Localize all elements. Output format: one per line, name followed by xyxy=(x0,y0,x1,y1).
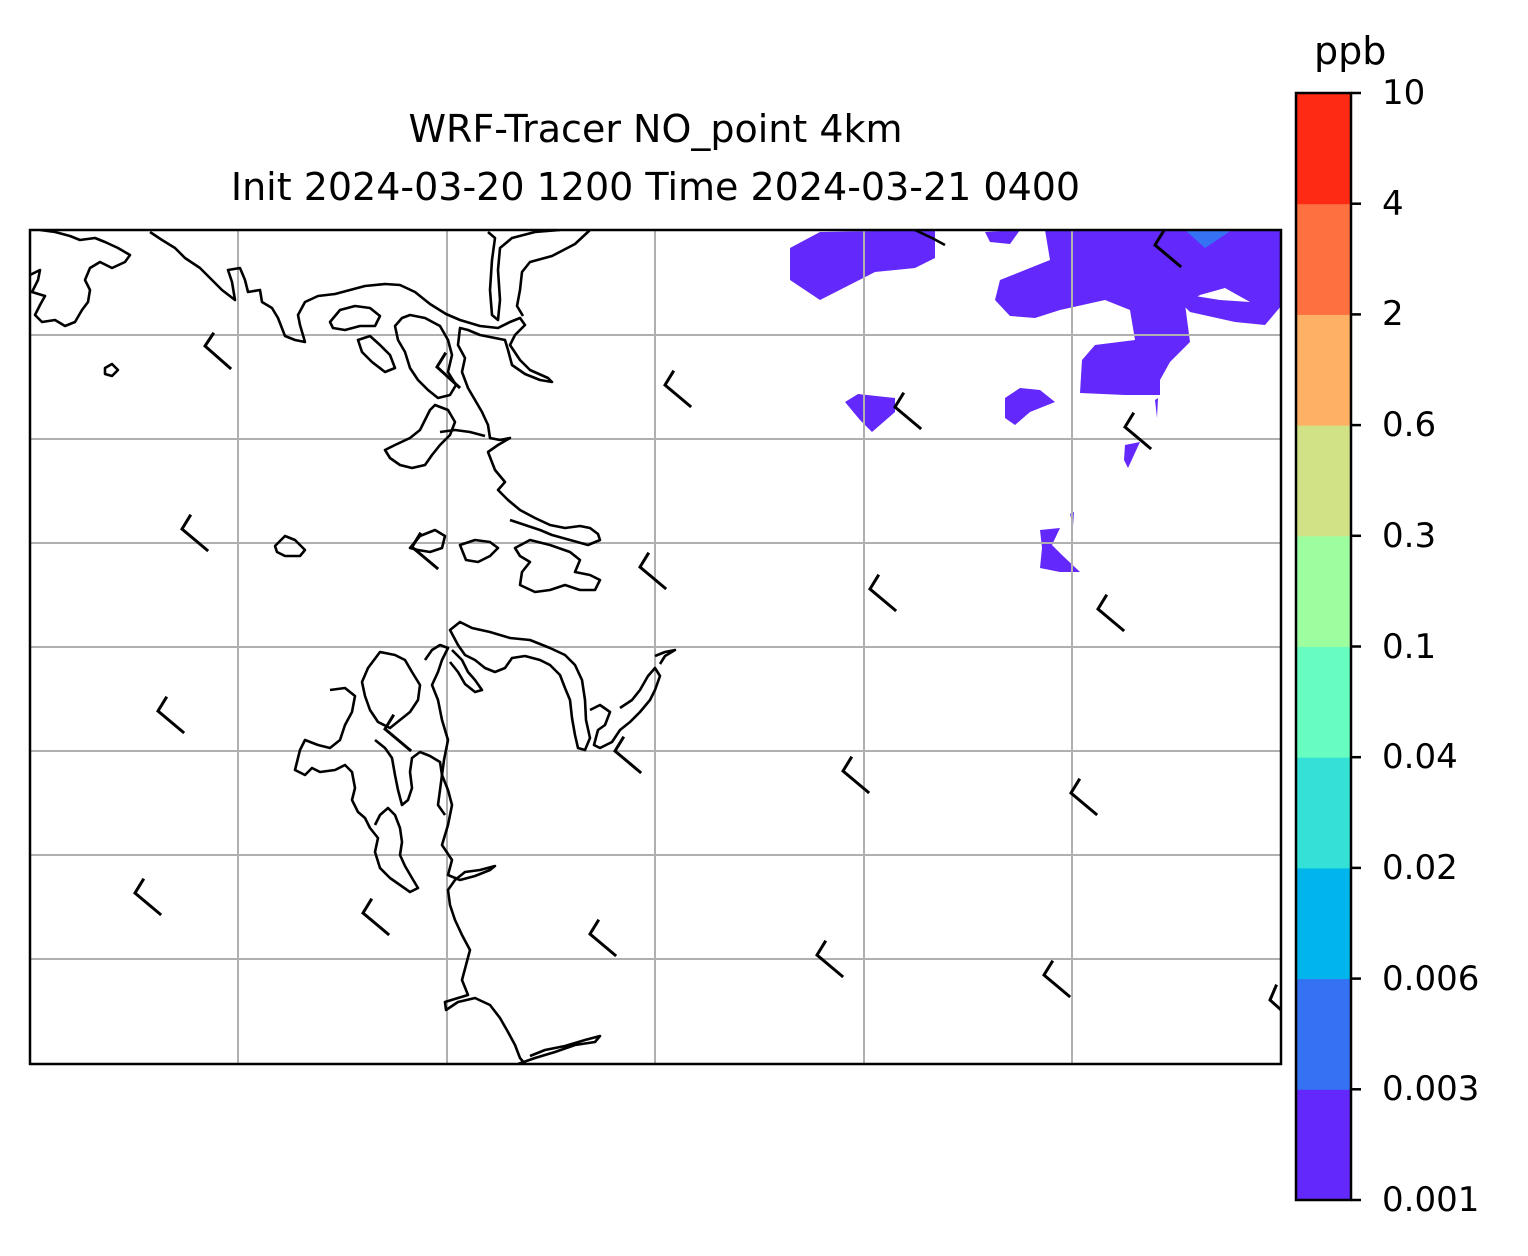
plume-area xyxy=(995,230,1281,395)
coastline xyxy=(360,650,422,730)
wind-barb xyxy=(1042,959,1072,999)
colorbar-segment xyxy=(1296,535,1351,647)
coastline xyxy=(448,649,484,694)
gridlines xyxy=(30,230,1281,1064)
wind-barb xyxy=(893,391,923,431)
colorbar-tick-label: 0.003 xyxy=(1382,1069,1480,1110)
plume-area xyxy=(790,230,935,300)
wind-barb xyxy=(1268,984,1281,1012)
plume-area xyxy=(1185,230,1232,248)
coastline xyxy=(487,230,591,322)
coastline xyxy=(374,738,447,816)
wind-barbs xyxy=(133,230,1281,1012)
map-frame xyxy=(28,228,1283,1066)
wind-barb xyxy=(383,713,413,753)
colorbar-tick-label: 0.006 xyxy=(1382,958,1480,999)
colorbar-tick-label: 0.6 xyxy=(1382,405,1437,446)
wind-barb xyxy=(841,755,871,795)
coastlines xyxy=(30,230,946,1064)
coastline xyxy=(149,230,602,547)
plume-area xyxy=(1005,388,1055,425)
plume-area xyxy=(1124,442,1140,468)
colorbar-segment xyxy=(1296,646,1351,758)
colorbar-segment xyxy=(1296,93,1351,205)
wind-barb xyxy=(638,551,668,591)
coastline xyxy=(383,403,457,470)
colorbar-tick-label: 0.001 xyxy=(1382,1180,1480,1220)
colorbar-segment xyxy=(1296,1089,1351,1201)
colorbar-segment xyxy=(1296,867,1351,980)
wind-barb xyxy=(361,897,391,937)
plume-area xyxy=(1155,398,1158,418)
wind-barb xyxy=(203,331,233,371)
wind-barb xyxy=(868,573,898,613)
wind-barb xyxy=(1096,593,1126,633)
wind-barb xyxy=(133,877,163,917)
coastline xyxy=(517,1034,602,1064)
wind-barb xyxy=(180,513,210,553)
colorbar-segment xyxy=(1296,978,1351,1090)
plume-area xyxy=(1040,528,1080,572)
coastline xyxy=(513,538,602,594)
wind-barb xyxy=(156,695,186,735)
coastline xyxy=(293,686,420,894)
wind-barb xyxy=(1153,230,1183,269)
coastline xyxy=(408,528,447,554)
wind-barb xyxy=(663,369,693,409)
coastline xyxy=(914,230,946,247)
colorbar-unit-label: ppb xyxy=(1314,29,1387,73)
colorbar-tick-label: 4 xyxy=(1382,183,1404,224)
colorbar-tick-label: 0.3 xyxy=(1382,515,1437,556)
wind-barb xyxy=(410,531,440,571)
coastline xyxy=(448,620,592,752)
coastline xyxy=(30,230,132,328)
map-title-line-1: WRF-Tracer NO_point 4km xyxy=(408,107,903,151)
coastline xyxy=(393,313,458,400)
wind-barb xyxy=(613,735,643,775)
colorbar-segment xyxy=(1296,757,1351,869)
colorbar-tick-label: 2 xyxy=(1382,294,1404,335)
coastline xyxy=(538,262,572,290)
plume-area xyxy=(845,394,895,432)
coastline xyxy=(423,643,526,1064)
coastline xyxy=(273,534,307,558)
tracer-plume-layer xyxy=(790,230,1281,572)
coastline xyxy=(103,362,120,378)
colorbar-segment xyxy=(1296,314,1351,426)
colorbar-segment xyxy=(1296,203,1351,315)
colorbar-segment xyxy=(1296,425,1351,537)
colorbar-tick-label: 0.1 xyxy=(1382,626,1437,667)
wind-barb xyxy=(588,918,618,958)
coastline xyxy=(439,428,486,438)
plume-area xyxy=(985,230,1020,244)
map-title-line-2: Init 2024-03-20 1200 Time 2024-03-21 040… xyxy=(230,165,1081,209)
wind-barb xyxy=(435,351,462,390)
colorbar-tick-label: 10 xyxy=(1382,73,1426,113)
wind-barb xyxy=(1069,777,1099,817)
colorbar-tick-label: 0.04 xyxy=(1382,737,1458,778)
colorbar xyxy=(1294,91,1361,1202)
coastline xyxy=(356,334,397,374)
coastline xyxy=(589,648,677,750)
wind-barb xyxy=(815,939,845,979)
coastline xyxy=(328,304,382,332)
colorbar-tick-label: 0.02 xyxy=(1382,847,1458,888)
coastline xyxy=(458,538,500,564)
wind-barb xyxy=(1123,411,1153,451)
